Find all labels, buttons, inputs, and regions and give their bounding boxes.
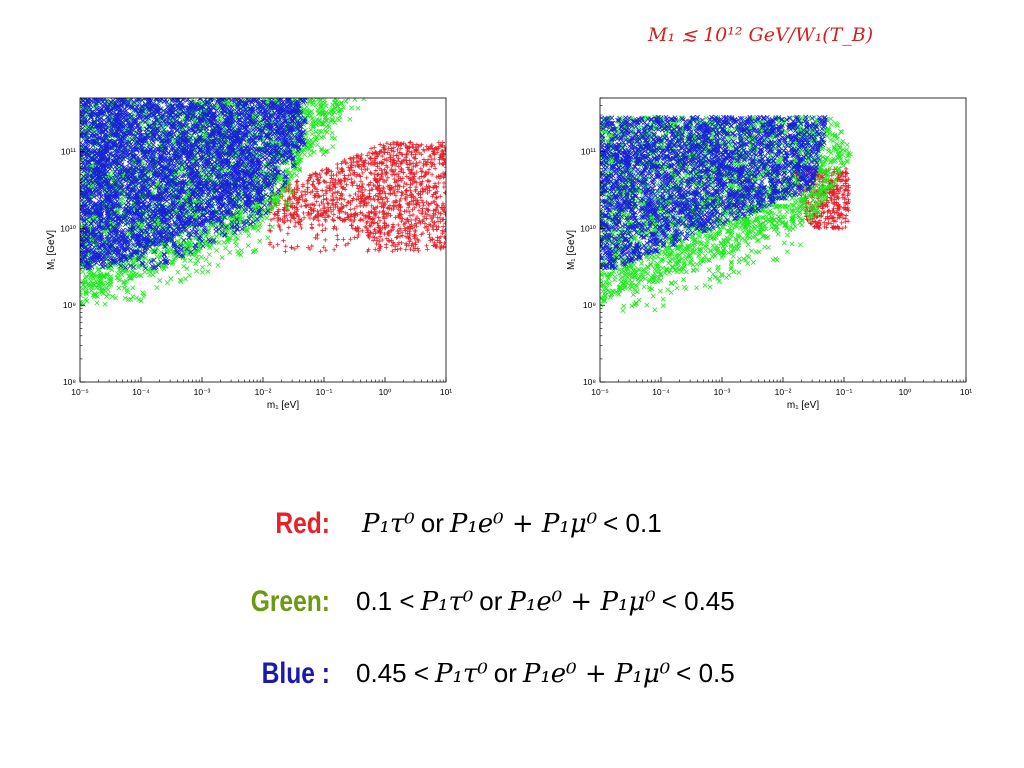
x-tick-label: 10⁻²	[775, 387, 792, 397]
x-axis-label: m₁ [eV]	[267, 400, 299, 411]
x-tick-label: 10⁻⁵	[591, 387, 608, 397]
x-tick-label: 10⁻¹	[316, 387, 333, 397]
legend-expr-blue: 0.45 < P₁τ⁰ or P₁e⁰ + P₁μ⁰ < 0.5	[356, 658, 735, 689]
x-tick-label: 10⁻⁴	[652, 387, 670, 397]
p-e-mu-sum: P₁e⁰ + P₁μ⁰	[450, 509, 597, 539]
x-tick-label: 10⁰	[899, 387, 912, 397]
scatter-plot-left: 10⁻⁵ 10⁻⁴ 10⁻³ 10⁻² 10⁻¹ 10⁰ 10¹ 10⁸ 10⁹ 10¹⁰ 10¹¹…	[46, 97, 452, 411]
legend-label-blue: Blue :	[166, 657, 330, 691]
p-tau-term: P₁τ⁰	[362, 509, 415, 539]
y-tick-label: 10⁸	[583, 377, 596, 387]
y-tick-label: 10¹⁰	[60, 223, 76, 233]
points-layer	[600, 114, 853, 314]
legend-label-green: Green:	[166, 585, 330, 619]
y-axis-label: M₁ [GeV]	[566, 230, 577, 270]
points-layer	[80, 98, 446, 307]
x-tick-label: 10⁻⁵	[71, 387, 88, 397]
y-tick-label: 10⁸	[63, 377, 76, 387]
legend-row-green: Green:	[130, 578, 330, 626]
legend-expr-red: P₁τ⁰ or P₁e⁰ + P₁μ⁰ < 0.1	[356, 508, 662, 539]
x-tick-label: 10⁻³	[714, 387, 731, 397]
x-axis-label: m₁ [eV]	[787, 400, 819, 411]
y-tick-label: 10¹¹	[61, 147, 76, 157]
x-tick-label: 10⁻⁴	[132, 387, 150, 397]
x-tick-label: 10¹	[960, 387, 972, 397]
y-tick-label: 10¹⁰	[580, 223, 596, 233]
y-tick-label: 10⁹	[63, 300, 76, 310]
scatter-plot-right: 10⁻⁵ 10⁻⁴ 10⁻³ 10⁻² 10⁻¹ 10⁰ 10¹ 10⁸ 10⁹ 10¹⁰ 10¹¹…	[566, 97, 972, 411]
x-tick-label: 10¹	[440, 387, 452, 397]
y-tick-label: 10⁹	[583, 300, 596, 310]
x-tick-label: 10⁻¹	[836, 387, 853, 397]
legend-row-red: Red:	[130, 500, 330, 548]
plot-area	[600, 114, 853, 314]
legend-label-red: Red:	[166, 507, 330, 541]
x-tick-label: 10⁻³	[194, 387, 211, 397]
legend-row-blue: Blue :	[130, 650, 330, 698]
constraint-label: M₁ ≲ 10¹² GeV/W₁(T_B)	[648, 24, 873, 46]
y-tick-label: 10¹¹	[581, 147, 596, 157]
plot-area	[80, 98, 446, 307]
legend-expr-green: 0.1 < P₁τ⁰ or P₁e⁰ + P₁μ⁰ < 0.45	[356, 586, 735, 617]
x-tick-label: 10⁻²	[255, 387, 272, 397]
x-tick-label: 10⁰	[379, 387, 392, 397]
y-axis-label: M₁ [GeV]	[46, 230, 57, 270]
